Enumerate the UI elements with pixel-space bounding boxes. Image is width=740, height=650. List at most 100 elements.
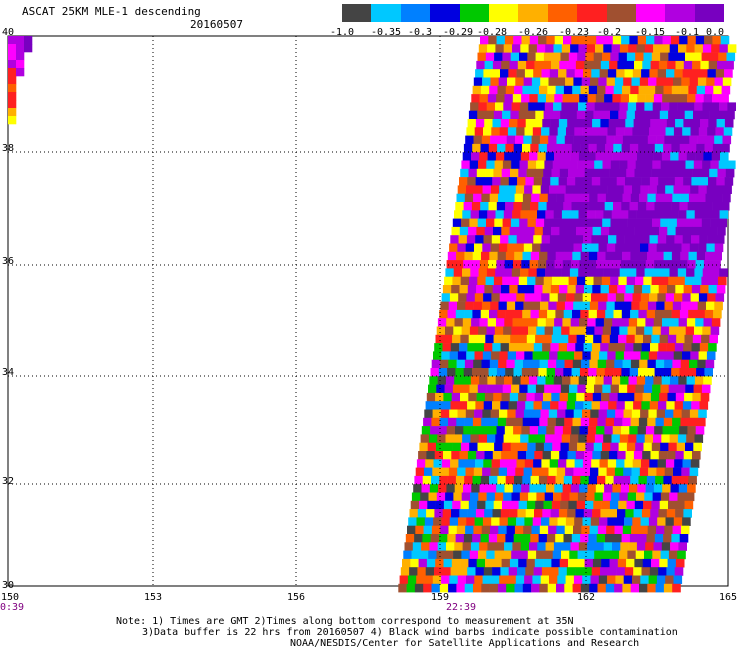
swath-cell — [573, 467, 582, 477]
swath-cell — [596, 309, 606, 319]
swath-cell — [512, 94, 522, 103]
swath-cell — [555, 475, 565, 485]
swath-cell — [553, 268, 562, 277]
swath-cell — [446, 260, 456, 269]
swath-cell — [702, 102, 712, 111]
swath-cell — [573, 185, 583, 194]
lat-label-32: 32 — [2, 476, 15, 487]
swath-cell — [657, 69, 667, 78]
swath-cell — [550, 451, 560, 460]
swath-cell — [585, 442, 594, 452]
swath-cell — [529, 426, 539, 435]
swath-cell — [559, 168, 569, 178]
swath-cell — [649, 127, 658, 136]
swath-cell — [547, 417, 557, 427]
swath-cell — [610, 276, 619, 286]
swath-cell — [505, 143, 514, 153]
swath-cell — [566, 177, 576, 186]
swath-cell — [672, 301, 682, 311]
swath-cell — [560, 218, 570, 228]
swath-cell — [591, 401, 601, 410]
swath-cell — [621, 36, 630, 45]
swath-cell — [621, 475, 631, 485]
swath-cell — [580, 417, 590, 427]
swath-cell — [568, 110, 578, 120]
swath-cell — [535, 442, 545, 452]
swath-cell — [498, 301, 508, 311]
swath-cell — [483, 127, 492, 136]
swath-cell — [653, 318, 663, 327]
swath-cell — [502, 500, 511, 510]
swath-cell — [584, 558, 594, 568]
swath-cell — [616, 69, 625, 78]
swath-cell — [565, 467, 574, 477]
swath-cell — [549, 351, 558, 360]
swath-cell — [526, 60, 535, 70]
swath-cell — [693, 110, 702, 120]
swath-cell — [532, 517, 542, 526]
swath-cell — [522, 475, 531, 485]
swath-cell — [511, 434, 521, 443]
swath-cell — [669, 492, 678, 502]
map-title: ASCAT 25KM MLE-1 descending — [22, 5, 201, 18]
swath-cell — [398, 583, 407, 593]
swath-cell — [556, 467, 566, 477]
swath-cell — [654, 202, 664, 211]
swath-cell — [719, 102, 728, 111]
swath-cell — [684, 168, 693, 178]
swath-cell — [655, 475, 664, 485]
swath-cell — [450, 235, 459, 244]
swath-cell — [662, 202, 672, 211]
swath-cell — [565, 517, 575, 526]
swath-cell — [561, 44, 571, 53]
swath-cell — [500, 235, 509, 244]
swath-cell — [564, 525, 574, 535]
swath-cell — [441, 351, 450, 360]
swath-cell — [630, 251, 639, 261]
swath-cell — [473, 467, 483, 477]
swath-cell — [698, 185, 707, 194]
swath-cell — [400, 567, 410, 576]
swath-cell — [483, 293, 492, 302]
swath-cell — [595, 542, 604, 551]
swath-cell — [535, 334, 544, 344]
swath-cell — [572, 309, 581, 319]
swath-cell — [453, 326, 462, 336]
swath-cell — [587, 426, 597, 435]
swath-cell — [605, 251, 615, 261]
swath-cell — [673, 467, 682, 477]
swath-cell — [449, 293, 459, 302]
swath-cell — [495, 44, 504, 53]
swath-cell — [625, 119, 634, 128]
swath-cell — [599, 235, 609, 244]
swath-cell — [638, 143, 647, 153]
swath-cell — [697, 301, 707, 311]
swath-cell — [680, 417, 689, 427]
swath-cell — [484, 509, 493, 518]
swath-cell — [626, 500, 636, 510]
swath-cell — [455, 534, 465, 543]
swath-cell — [577, 52, 586, 62]
swath-cell — [593, 218, 603, 228]
swath-cell — [522, 583, 532, 593]
swath-cell — [583, 343, 593, 352]
swath-cell — [540, 409, 550, 419]
swath-cell — [556, 193, 565, 203]
swath-cell — [662, 484, 671, 493]
swath-cell — [527, 442, 536, 452]
swath-cell — [670, 36, 680, 45]
swath-cell — [462, 542, 472, 551]
swath-cell — [594, 384, 603, 394]
swath-cell — [478, 550, 487, 560]
swath-cell — [501, 451, 510, 460]
swath-cell — [414, 583, 424, 593]
swath-cell — [637, 426, 647, 435]
swath-cell — [634, 334, 644, 344]
swath-cell — [426, 392, 436, 402]
swath-cell — [667, 168, 677, 178]
swath-cell — [586, 268, 596, 277]
swath-cell — [705, 85, 714, 95]
swath-cell — [685, 442, 694, 452]
swath-cell — [493, 500, 503, 510]
swath-cell — [543, 334, 552, 344]
